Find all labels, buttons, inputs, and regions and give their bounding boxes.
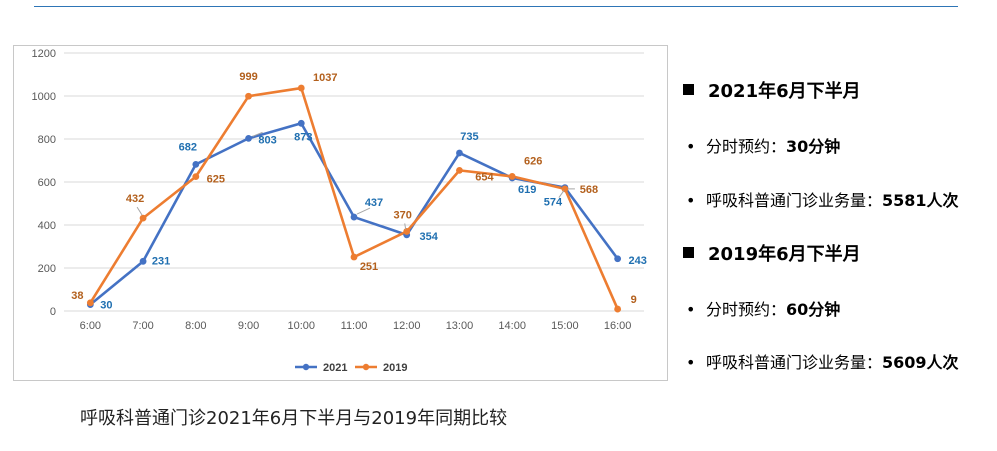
bullet-dot-icon: •	[686, 300, 696, 319]
data-label-2021: 873	[294, 131, 312, 143]
data-label-2021: 437	[365, 197, 383, 209]
data-label-2021: 619	[518, 184, 536, 196]
y-tick-label: 1200	[32, 48, 56, 60]
section-2021-heading: 2021年6月下半月	[683, 77, 861, 103]
data-label-2019: 625	[207, 174, 225, 186]
x-tick-label: 11:00	[341, 320, 368, 332]
data-point-2021	[245, 134, 252, 142]
data-point-2019	[245, 92, 252, 100]
bullet-value: 30分钟	[786, 137, 841, 156]
data-label-2019: 432	[126, 193, 144, 205]
bullet-2019-volume: • 呼吸科普通门诊业务量：5609人次	[686, 349, 959, 373]
bullet-label: 呼吸科普通门诊业务量：	[706, 191, 883, 210]
data-point-2021	[297, 119, 305, 127]
chart-caption: 呼吸科普通门诊2021年6月下半月与2019年同期比较	[80, 408, 508, 429]
label-callout	[356, 207, 371, 215]
data-label-2019: 9	[631, 294, 637, 306]
data-point-2021	[350, 213, 358, 221]
bullet-label: 分时预约：	[706, 300, 787, 319]
data-label-2019: 999	[239, 71, 257, 83]
legend-marker-2021	[302, 363, 310, 371]
x-tick-label: 16:00	[604, 320, 632, 332]
bullet-dot-icon: •	[686, 353, 696, 372]
bullet-value: 60分钟	[786, 300, 841, 319]
data-label-2021: 231	[152, 255, 170, 267]
y-tick-label: 200	[38, 263, 56, 275]
x-tick-label: 7:00	[132, 320, 153, 332]
bullet-label: 呼吸科普通门诊业务量：	[706, 353, 883, 372]
data-point-2019	[508, 173, 516, 180]
x-tick-label: 13:00	[446, 320, 474, 332]
bullet-value: 5581人次	[882, 191, 959, 210]
bullet-value: 5609人次	[882, 353, 959, 372]
label-callout	[136, 206, 143, 216]
legend-label-2019: 2019	[383, 362, 407, 374]
top-rule	[34, 6, 958, 7]
data-label-2021: 803	[258, 134, 276, 146]
section-2021-heading-text: 2021年6月下半月	[708, 81, 861, 102]
label-callout	[404, 223, 407, 230]
x-tick-label: 9:00	[238, 320, 259, 332]
data-label-2019: 370	[394, 209, 412, 221]
data-point-2021	[139, 257, 147, 265]
data-point-2019	[297, 84, 305, 92]
data-label-2019: 38	[71, 290, 83, 302]
data-point-2019	[403, 228, 411, 235]
data-label-2019: 251	[360, 261, 378, 273]
data-label-2019: 654	[475, 171, 494, 183]
label-callout	[558, 190, 565, 198]
x-tick-label: 14:00	[498, 320, 526, 332]
data-label-2019: 1037	[313, 72, 337, 84]
y-tick-label: 800	[38, 134, 56, 146]
y-tick-label: 400	[38, 220, 56, 232]
x-tick-label: 8:00	[185, 320, 206, 332]
section-2019-heading: 2019年6月下半月	[683, 240, 861, 266]
y-tick-label: 600	[38, 177, 56, 189]
bullet-2019-appointment: • 分时预约：60分钟	[686, 296, 840, 320]
data-label-2021: 354	[420, 231, 439, 243]
data-label-2021: 682	[179, 141, 197, 153]
y-tick-label: 0	[50, 306, 56, 318]
data-point-2021	[614, 255, 622, 263]
series-line-2019	[89, 86, 619, 310]
bullet-dot-icon: •	[686, 191, 696, 210]
label-callout	[252, 131, 263, 137]
data-point-2021	[192, 160, 200, 168]
bullet-2021-appointment: • 分时预约：30分钟	[686, 133, 840, 157]
square-bullet-icon	[683, 84, 694, 95]
x-tick-label: 15:00	[551, 320, 579, 332]
data-label-2021: 30	[100, 300, 112, 312]
bullet-2021-volume: • 呼吸科普通门诊业务量：5581人次	[686, 187, 959, 211]
x-tick-label: 12:00	[393, 320, 421, 332]
data-label-2019: 568	[580, 184, 598, 196]
y-tick-label: 1000	[32, 91, 56, 103]
bullet-dot-icon: •	[686, 137, 696, 156]
legend-label-2021: 2021	[323, 362, 347, 374]
data-label-2021: 735	[460, 131, 478, 143]
bullet-label: 分时预约：	[706, 137, 787, 156]
data-point-2021	[456, 149, 463, 157]
data-point-2019	[561, 185, 569, 193]
x-tick-label: 6:00	[80, 320, 101, 332]
data-point-2019	[614, 305, 622, 313]
data-point-2019	[139, 214, 147, 222]
x-tick-label: 10:00	[288, 320, 316, 332]
data-label-2021: 243	[628, 255, 646, 267]
data-point-2019	[350, 253, 358, 261]
legend-marker-2019	[362, 363, 370, 371]
data-point-2019	[192, 173, 200, 181]
data-label-2021: 574	[544, 197, 563, 209]
square-bullet-icon	[683, 247, 694, 258]
data-label-2019: 626	[524, 155, 542, 167]
section-2019-heading-text: 2019年6月下半月	[708, 244, 861, 265]
line-chart: 0 200 400 600 800 1000 1200 6:00 7:00 8:00 9:00 10:…	[32, 48, 647, 374]
data-point-2019	[86, 299, 94, 307]
data-point-2019	[456, 166, 463, 174]
chart-area: 0 200 400 600 800 1000 1200 6:00 7:00 8:00 9:00 10:…	[13, 45, 668, 381]
